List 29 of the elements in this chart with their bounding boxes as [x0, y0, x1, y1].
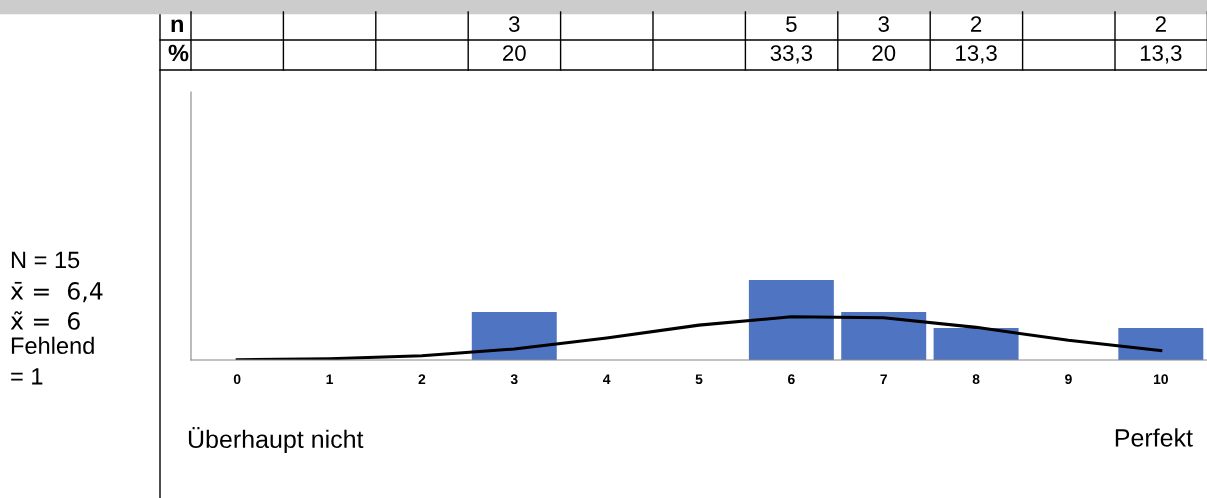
- text: N = 15: [11, 251, 80, 269]
- text: 20: [503, 45, 526, 61]
- x-tick-label: 1: [326, 374, 334, 384]
- data-label: 5: [786, 16, 797, 32]
- text: 20: [872, 45, 896, 61]
- data-label: 3: [508, 16, 520, 32]
- x-tick-label: 3: [510, 374, 518, 385]
- x-tick-label: 4: [602, 374, 611, 384]
- data-label: 2: [1155, 16, 1166, 32]
- x-tick-label: 0: [233, 374, 241, 385]
- x-tick-label: 6: [788, 374, 795, 385]
- text: %: [168, 44, 189, 62]
- text: Perfekt: [1115, 428, 1193, 447]
- x-tick-label: 5: [695, 374, 703, 385]
- text: n: [171, 19, 183, 33]
- text: Fehlend = 1: [11, 336, 94, 385]
- text: 13,3: [1140, 45, 1182, 64]
- x-tick-label: 9: [1065, 374, 1072, 385]
- data-label: 2: [971, 16, 982, 32]
- x-tick-label: 2: [418, 374, 426, 384]
- text: x̃ = 6: [10, 311, 80, 330]
- text: 13,3: [956, 45, 997, 64]
- text: x̄ = 6,4: [10, 281, 103, 303]
- text: Überhaupt nicht: [188, 426, 364, 454]
- data-label: 3: [878, 16, 889, 32]
- x-tick-label: 10: [1153, 374, 1168, 385]
- text: 33,3: [770, 45, 813, 64]
- x-tick-label: 7: [880, 374, 887, 384]
- x-tick-label: 8: [972, 374, 980, 385]
